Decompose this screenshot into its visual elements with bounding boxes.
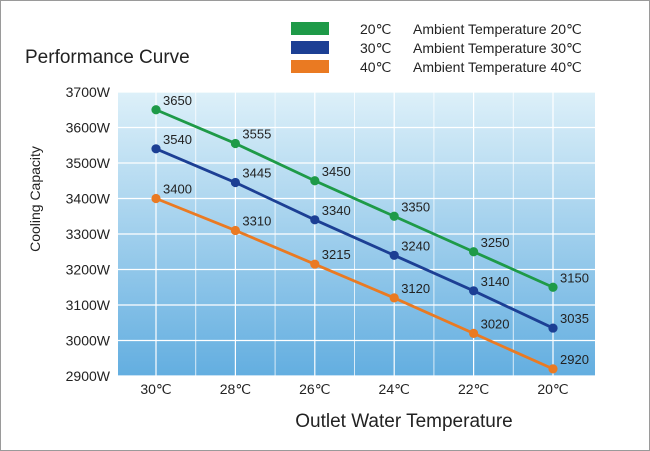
data-label: 3350 [401, 199, 430, 214]
data-point [548, 364, 558, 374]
data-label: 3215 [322, 247, 351, 262]
y-axis-ticks: 3700W 3600W 3500W 3400W 3300W 3200W 3100W 3000W… [66, 84, 111, 384]
data-point [230, 138, 240, 149]
data-label: 3020 [481, 316, 510, 331]
series-1: 3650 3555 3450 3350 3250 3150 [151, 93, 589, 292]
data-label: 3140 [481, 274, 510, 289]
y-tick-label: 3400W [66, 191, 111, 207]
data-label: 3035 [560, 311, 589, 326]
data-point [230, 177, 240, 188]
x-axis-ticks: 30℃ 28℃ 26℃ 24℃ 22℃ 20℃ [140, 381, 568, 397]
data-point [469, 286, 479, 296]
data-point [151, 144, 161, 154]
data-label: 2920 [560, 352, 589, 367]
series-line [155, 108, 554, 289]
data-point [389, 293, 399, 303]
data-label: 3555 [242, 126, 271, 141]
legend-name-30: Ambient Temperature 30℃ [413, 40, 582, 56]
x-tick-label: 26℃ [299, 381, 330, 397]
data-label: 3310 [242, 213, 271, 228]
x-axis-label: Outlet Water Temperature [295, 411, 513, 432]
legend-name-40: Ambient Temperature 40℃ [413, 59, 582, 75]
legend-swatch-40 [291, 60, 329, 73]
y-tick-label: 3300W [66, 226, 111, 242]
y-tick-label: 3700W [66, 84, 111, 100]
data-point [310, 259, 320, 269]
x-tick-label: 22℃ [458, 381, 489, 397]
data-label: 3340 [322, 203, 351, 218]
legend-swatch-20 [291, 22, 329, 35]
series-line [155, 147, 554, 330]
data-point [389, 211, 399, 221]
y-tick-label: 3000W [66, 333, 111, 349]
legend-name-20: Ambient Temperature 20℃ [413, 21, 582, 37]
legend-code-30: 30℃ [360, 40, 392, 56]
data-label: 3120 [401, 281, 430, 296]
y-tick-label: 3100W [66, 297, 111, 313]
data-point [469, 328, 479, 338]
data-point [151, 105, 161, 115]
series-2: 3540 3445 3340 3240 3140 3035 [151, 132, 589, 333]
grid [118, 91, 595, 377]
data-label: 3400 [163, 182, 192, 197]
data-point [469, 247, 479, 257]
legend-code-40: 40℃ [360, 59, 392, 75]
y-tick-label: 3200W [66, 262, 111, 278]
data-point [548, 282, 558, 292]
legend-swatch-30 [291, 41, 329, 54]
chart-title: Performance Curve [25, 47, 190, 68]
data-point [151, 193, 161, 204]
data-point [389, 250, 399, 260]
legend-code-20: 20℃ [360, 21, 392, 37]
x-tick-label: 24℃ [379, 381, 410, 397]
series-3: 3400 3310 3215 3120 3020 2920 [151, 182, 589, 374]
data-point [230, 225, 240, 236]
x-tick-label: 28℃ [220, 381, 251, 397]
x-axis-label-wrap: Outlet Water Temperature [1, 411, 650, 433]
x-tick-label: 30℃ [140, 381, 171, 397]
series: 3650 3555 3450 3350 3250 3150 3540 3445 3340 3240… [151, 93, 589, 374]
data-label: 3445 [242, 166, 271, 181]
data-label: 3650 [163, 93, 192, 108]
y-tick-label: 3600W [66, 120, 111, 136]
series-line [155, 197, 554, 371]
data-point [310, 215, 320, 225]
data-point [548, 323, 558, 333]
y-tick-label: 3500W [66, 155, 111, 171]
x-tick-label: 20℃ [537, 381, 568, 397]
data-label: 3540 [163, 132, 192, 147]
data-label: 3250 [481, 235, 510, 250]
y-tick-label: 2900W [66, 368, 111, 384]
data-label: 3240 [401, 238, 430, 253]
data-label: 3450 [322, 164, 351, 179]
data-label: 3150 [560, 270, 589, 285]
data-point [310, 176, 320, 186]
